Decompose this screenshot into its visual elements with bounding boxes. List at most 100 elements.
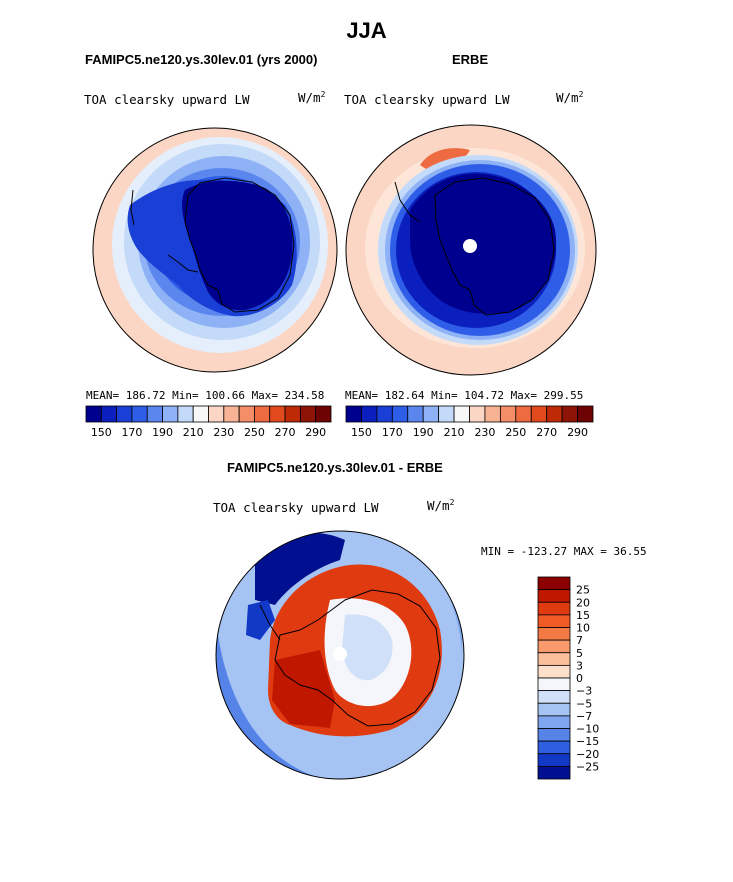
colorbar-swatch — [438, 405, 455, 423]
obs-colorbar: 150 170 190 210 230 250 270 290 — [345, 405, 594, 439]
obs-map-border — [345, 124, 597, 376]
colorbar-tick-label: −7 — [576, 710, 592, 723]
colorbar-swatch — [85, 405, 102, 423]
colorbar-tick-label: 3 — [576, 659, 583, 672]
colorbar-tick-label: 0 — [576, 672, 583, 685]
figure-title: JJA — [346, 18, 387, 43]
colorbar-tick-label: 230 — [474, 426, 495, 439]
coastline — [259, 604, 281, 641]
colorbar-tick-label: 170 — [382, 426, 403, 439]
colorbar-swatch — [131, 405, 148, 423]
colorbar-tick-label: 25 — [576, 584, 590, 597]
missing-data-pole — [333, 647, 347, 661]
colorbar-swatch — [177, 405, 194, 423]
colorbar-tick-label: 150 — [351, 426, 372, 439]
colorbar-tick-label: 210 — [444, 426, 465, 439]
coastline — [274, 589, 441, 727]
colorbar-swatch — [422, 405, 440, 423]
obs-panel-title: ERBE — [452, 52, 489, 67]
colorbar-tick-label: 15 — [576, 609, 590, 622]
diff-stats: MIN = -123.27 MAX = 36.55 — [481, 545, 647, 558]
model-colorbar: 150 170 190 210 230 250 270 290 — [85, 405, 332, 439]
colorbar-tick-label: −3 — [576, 685, 592, 698]
model-panel-title: FAMIPC5.ne120.ys.30lev.01 (yrs 2000) — [85, 52, 318, 67]
colorbar-tick-label: 290 — [305, 426, 326, 439]
colorbar-swatch — [537, 652, 571, 666]
colorbar-tick-label: 10 — [576, 622, 590, 635]
coastline — [130, 189, 135, 226]
map-contour-band — [272, 650, 335, 728]
diff-panel-title: FAMIPC5.ne120.ys.30lev.01 - ERBE — [227, 460, 443, 475]
colorbar-swatch — [537, 740, 571, 755]
diff-units-label: W/m2 — [427, 498, 455, 514]
colorbar-tick-label: −10 — [576, 723, 599, 736]
colorbar-tick-label: 5 — [576, 647, 583, 660]
colorbar-swatch — [284, 405, 301, 423]
colorbar-swatch — [192, 405, 209, 423]
colorbar-swatch — [100, 405, 118, 423]
colorbar-swatch — [537, 677, 571, 692]
colorbar-swatch — [537, 765, 571, 780]
colorbar-tick-label: −25 — [576, 760, 599, 773]
colorbar-tick-label: −5 — [576, 697, 592, 710]
colorbar-swatch — [345, 405, 362, 423]
colorbar-swatch — [546, 405, 563, 423]
colorbar-swatch — [269, 405, 286, 423]
colorbar-swatch — [537, 728, 571, 742]
obs-units-label: W/m2 — [556, 90, 584, 106]
colorbar-swatch — [537, 639, 571, 654]
colorbar-swatch — [530, 405, 548, 423]
colorbar-swatch — [391, 405, 409, 423]
colorbar-swatch — [453, 405, 470, 423]
colorbar-tick-label: 20 — [576, 596, 590, 609]
colorbar-swatch — [407, 405, 424, 423]
colorbar-swatch — [499, 405, 517, 423]
missing-data-pole — [463, 239, 477, 253]
colorbar-swatch — [577, 405, 594, 423]
colorbar-swatch — [315, 405, 332, 423]
colorbar-tick-label: 190 — [152, 426, 173, 439]
diff-map — [216, 531, 464, 779]
map-contour-band — [246, 600, 275, 640]
colorbar-swatch — [537, 627, 571, 641]
colorbar-tick-label: 230 — [213, 426, 234, 439]
model-map — [93, 128, 337, 372]
map-contour-band — [255, 532, 345, 605]
model-stats: MEAN= 186.72 Min= 100.66 Max= 234.58 — [86, 389, 325, 402]
obs-map — [346, 125, 596, 375]
colorbar-swatch — [561, 405, 578, 423]
colorbar-swatch — [537, 589, 571, 603]
colorbar-swatch — [537, 715, 571, 729]
colorbar-swatch — [162, 405, 179, 423]
model-variable-label: TOA clearsky upward LW — [84, 92, 250, 107]
colorbar-tick-label: −15 — [576, 735, 599, 748]
colorbar-tick-label: 210 — [183, 426, 204, 439]
map-contour-band — [410, 173, 557, 314]
colorbar-swatch — [361, 405, 378, 423]
colorbar-swatch — [537, 702, 571, 717]
coastline — [434, 177, 555, 316]
colorbar-swatch — [238, 405, 255, 423]
colorbar-swatch — [537, 576, 571, 591]
map-contour-band — [342, 614, 393, 681]
colorbar-tick-label: 270 — [275, 426, 296, 439]
colorbar-tick-label: 250 — [505, 426, 526, 439]
obs-stats: MEAN= 182.64 Min= 104.72 Max= 299.55 — [345, 389, 584, 402]
colorbar-tick-label: 250 — [244, 426, 265, 439]
coastline — [394, 181, 421, 223]
colorbar-swatch — [469, 405, 486, 423]
coastline — [184, 177, 295, 313]
colorbar-swatch — [254, 405, 271, 423]
colorbar-swatch — [537, 614, 571, 628]
colorbar-tick-label: 270 — [536, 426, 557, 439]
model-map-border — [92, 127, 338, 373]
colorbar-swatch — [537, 601, 571, 616]
colorbar-swatch — [223, 405, 240, 423]
colorbar-tick-label: 7 — [576, 634, 583, 647]
colorbar-swatch — [537, 753, 571, 767]
colorbar-swatch — [208, 405, 225, 423]
colorbar-swatch — [484, 405, 501, 423]
map-contour-band — [182, 180, 293, 311]
